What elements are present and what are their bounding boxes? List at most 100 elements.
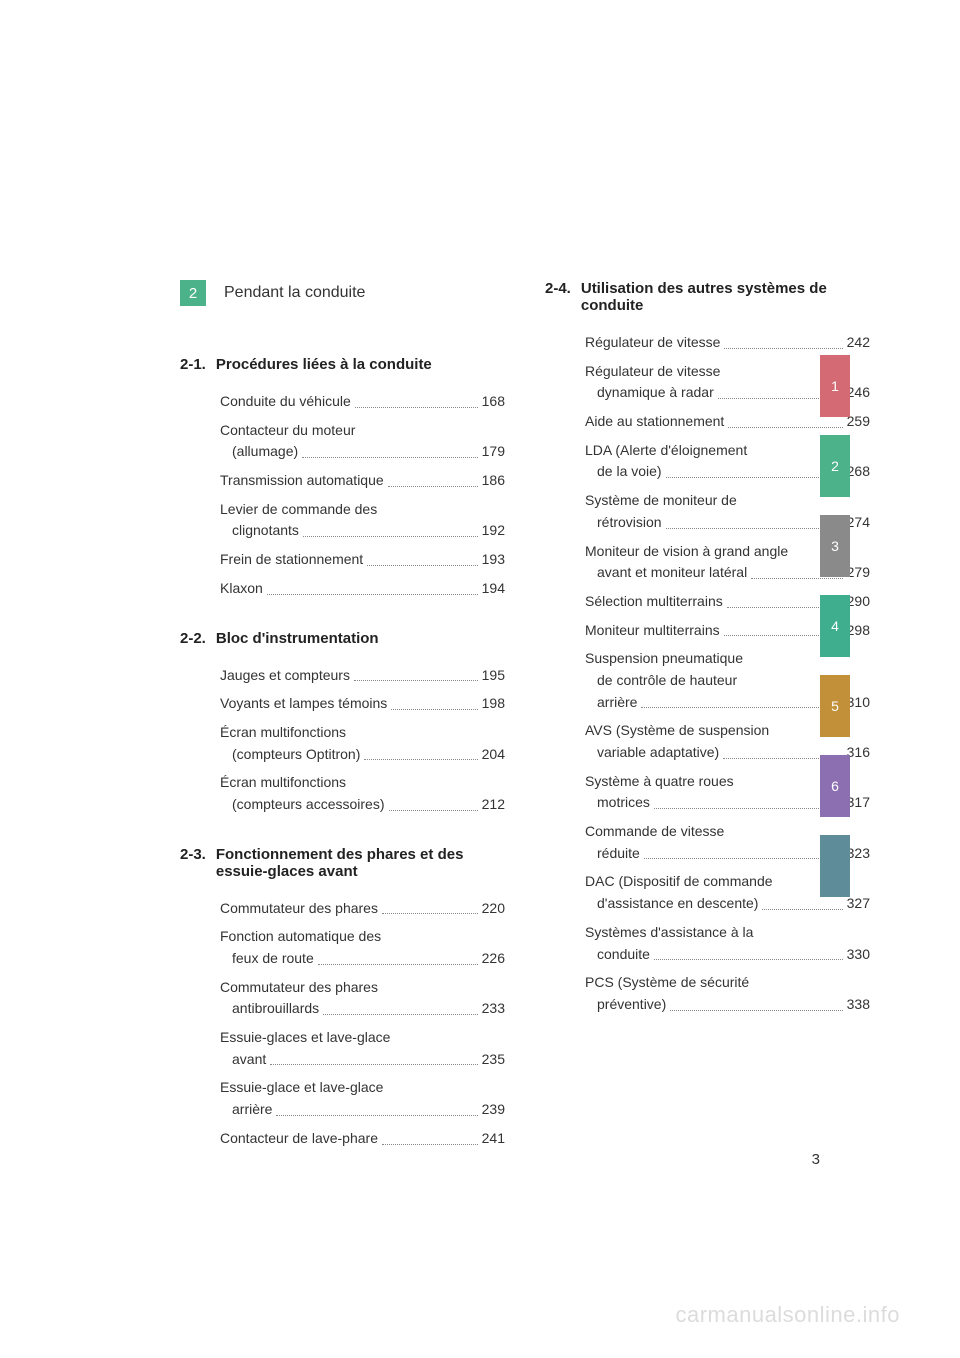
toc-label: (allumage) (220, 441, 298, 463)
side-tab[interactable]: 1 (820, 355, 850, 417)
toc-label: (compteurs Optitron) (220, 744, 360, 766)
toc-row: PCS (Système de sécurité (585, 972, 870, 994)
toc-label: Écran multifonctions (220, 722, 346, 744)
toc-leader-dots (323, 1013, 477, 1015)
toc-label: Suspension pneumatique (585, 648, 743, 670)
toc-label: Moniteur de vision à grand angle (585, 541, 788, 563)
toc-page-number: 274 (847, 512, 870, 534)
chapter-title: Pendant la conduite (224, 284, 365, 302)
toc-page-number: 179 (482, 441, 505, 463)
toc-label: clignotants (220, 520, 299, 542)
toc-label: d'assistance en descente) (585, 893, 758, 915)
toc-label: Écran multifonctions (220, 772, 346, 794)
side-tab[interactable]: 6 (820, 755, 850, 817)
toc-leader-dots (318, 963, 478, 965)
toc-label: de la voie) (585, 461, 662, 483)
section-title: 2-1. Procédures liées à la conduite (180, 356, 505, 373)
toc-label: Moniteur multiterrains (585, 620, 720, 642)
section-body: Conduite du véhicule168 Contacteur du mot… (220, 391, 505, 600)
toc-row: Conduite du véhicule168 (220, 391, 505, 413)
toc-leader-dots (666, 476, 843, 478)
side-tab[interactable]: 2 (820, 435, 850, 497)
left-sections: 2-1. Procédures liées à la conduite Condui… (180, 356, 505, 1150)
side-tab[interactable] (820, 835, 850, 897)
toc-label: Essuie-glaces et lave-glace (220, 1027, 390, 1049)
toc-entry: Écran multifonctions(compteurs accessoir… (220, 772, 505, 815)
toc-page-number: 198 (482, 693, 505, 715)
toc-leader-dots (267, 593, 478, 595)
toc-label: feux de route (220, 948, 314, 970)
toc-page-number: 195 (482, 665, 505, 687)
toc-label: Commutateur des phares (220, 898, 378, 920)
toc-row: Contacteur du moteur (220, 420, 505, 442)
toc-section: 2-3.Fonctionnement des phares et des ess… (180, 846, 505, 1150)
section-heading-text: Procédures liées à la conduite (216, 356, 505, 373)
toc-entry: Transmission automatique186 (220, 470, 505, 492)
toc-leader-dots (276, 1114, 477, 1116)
toc-page-number: 212 (482, 794, 505, 816)
toc-page-number: 242 (847, 332, 870, 354)
section-heading-text: Utilisation des autres systèmes de condu… (581, 280, 870, 314)
toc-row: feux de route 226 (220, 948, 505, 970)
toc-label: AVS (Système de suspension (585, 720, 769, 742)
toc-leader-dots (641, 706, 842, 708)
toc-label: Voyants et lampes témoins (220, 693, 387, 715)
columns: 2 Pendant la conduite 2-1. Procédures lié… (180, 280, 870, 1180)
toc-page-number: 193 (482, 549, 505, 571)
toc-section: 2-2.Bloc d'instrumentation Jauges et comp… (180, 630, 505, 816)
toc-entry: Conduite du véhicule168 (220, 391, 505, 413)
side-tab[interactable]: 5 (820, 675, 850, 737)
toc-leader-dots (666, 527, 843, 529)
toc-page-number: 317 (847, 792, 870, 814)
toc-label: Fonction automatique des (220, 926, 381, 948)
chapter-header: 2 Pendant la conduite (180, 280, 505, 306)
toc-page-number: 316 (847, 742, 870, 764)
toc-page-number: 239 (482, 1099, 505, 1121)
toc-label: LDA (Alerte d'éloignement (585, 440, 747, 462)
section-body: Jauges et compteurs195Voyants et lampes … (220, 665, 505, 816)
toc-leader-dots (654, 807, 843, 809)
toc-row: Voyants et lampes témoins 198 (220, 693, 505, 715)
toc-row: antibrouillards233 (220, 998, 505, 1020)
toc-entry: Frein de stationnement193 (220, 549, 505, 571)
toc-leader-dots (303, 535, 478, 537)
toc-label: Régulateur de vitesse (585, 361, 720, 383)
toc-page-number: 235 (482, 1049, 505, 1071)
side-tab[interactable]: 3 (820, 515, 850, 577)
toc-row: avant235 (220, 1049, 505, 1071)
toc-entry: Essuie-glaces et lave-glaceavant235 (220, 1027, 505, 1070)
toc-row: arrière 239 (220, 1099, 505, 1121)
toc-page-number: 186 (482, 470, 505, 492)
toc-leader-dots (382, 1143, 478, 1145)
toc-label: réduite (585, 843, 640, 865)
section-number: 2-1. (180, 356, 206, 373)
toc-entry: Écran multifonctions(compteurs Optitron)… (220, 722, 505, 765)
toc-entry: Voyants et lampes témoins 198 (220, 693, 505, 715)
toc-page-number: 246 (847, 382, 870, 404)
section-title: 2-2.Bloc d'instrumentation (180, 630, 505, 647)
toc-label: Conduite du véhicule (220, 391, 351, 413)
toc-label: Système de moniteur de (585, 490, 737, 512)
toc-entry: PCS (Système de sécuritépréventive)338 (585, 972, 870, 1015)
toc-row: Commutateur des phares (220, 977, 505, 999)
toc-leader-dots (654, 958, 843, 960)
toc-page-number: 233 (482, 998, 505, 1020)
toc-row: Écran multifonctions (220, 772, 505, 794)
toc-leader-dots (391, 708, 477, 710)
toc-leader-dots (724, 347, 842, 349)
toc-label: arrière (585, 692, 637, 714)
toc-label: Commande de vitesse (585, 821, 724, 843)
toc-row: Klaxon194 (220, 578, 505, 600)
side-tab[interactable]: 4 (820, 595, 850, 657)
section-title: 2-4.Utilisation des autres systèmes de c… (545, 280, 870, 314)
toc-label: arrière (220, 1099, 272, 1121)
toc-label: Systèmes d'assistance à la (585, 922, 753, 944)
toc-label: Contacteur du moteur (220, 420, 355, 442)
page: 2 Pendant la conduite 2-1. Procédures lié… (0, 0, 960, 1358)
toc-label: variable adaptative) (585, 742, 719, 764)
column-left: 2 Pendant la conduite 2-1. Procédures lié… (180, 280, 505, 1180)
toc-label: conduite (585, 944, 650, 966)
watermark: carmanualsonline.info (675, 1302, 900, 1328)
toc-label: Commutateur des phares (220, 977, 378, 999)
toc-page-number: 226 (482, 948, 505, 970)
